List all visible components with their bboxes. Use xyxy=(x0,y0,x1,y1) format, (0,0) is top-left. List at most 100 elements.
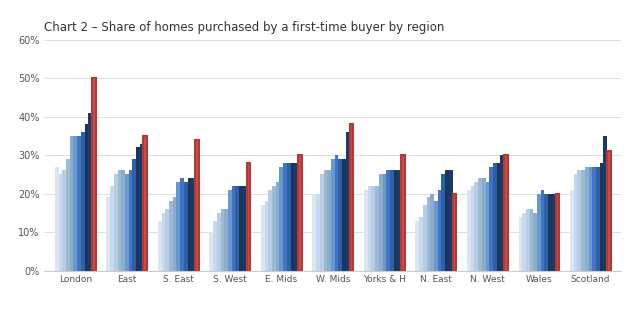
Bar xyxy=(453,194,456,271)
Bar xyxy=(427,197,430,271)
Bar xyxy=(372,186,375,271)
Bar xyxy=(84,124,88,271)
Bar xyxy=(342,159,346,271)
Bar xyxy=(346,132,349,271)
Bar xyxy=(320,174,323,271)
Bar xyxy=(110,186,114,271)
Bar xyxy=(339,159,342,271)
Bar xyxy=(209,232,213,271)
Bar xyxy=(522,213,526,271)
Bar xyxy=(228,190,231,271)
Bar xyxy=(423,205,427,271)
Bar xyxy=(588,167,592,271)
Bar xyxy=(378,174,382,271)
Bar xyxy=(231,186,235,271)
Bar xyxy=(604,136,607,271)
Bar xyxy=(139,144,143,271)
Bar xyxy=(88,113,92,271)
Bar xyxy=(331,159,335,271)
Bar xyxy=(290,163,294,271)
Bar xyxy=(529,209,533,271)
Bar xyxy=(581,171,585,271)
Bar xyxy=(327,171,331,271)
Bar xyxy=(316,194,320,271)
Bar xyxy=(217,213,221,271)
Bar xyxy=(235,186,239,271)
Bar xyxy=(415,220,419,271)
Bar xyxy=(280,167,283,271)
Bar xyxy=(349,124,353,271)
Bar xyxy=(136,148,139,271)
Bar xyxy=(58,174,62,271)
Bar xyxy=(261,205,264,271)
Bar xyxy=(607,151,611,271)
Bar xyxy=(600,163,604,271)
Bar xyxy=(545,194,548,271)
Bar xyxy=(165,209,169,271)
Bar xyxy=(268,190,272,271)
Bar xyxy=(121,171,125,271)
Bar xyxy=(434,201,437,271)
Bar xyxy=(158,220,162,271)
Bar xyxy=(287,163,290,271)
Bar xyxy=(264,201,268,271)
Bar xyxy=(441,174,445,271)
Bar xyxy=(570,190,574,271)
Bar xyxy=(247,163,250,271)
Bar xyxy=(213,220,217,271)
Bar xyxy=(239,186,243,271)
Bar xyxy=(117,171,121,271)
Text: Chart 2 – Share of homes purchased by a first-time buyer by region: Chart 2 – Share of homes purchased by a … xyxy=(44,21,445,34)
Bar xyxy=(66,159,70,271)
Bar xyxy=(496,163,500,271)
Bar xyxy=(548,194,552,271)
Bar xyxy=(489,167,493,271)
Bar xyxy=(62,171,66,271)
Bar xyxy=(184,182,188,271)
Bar xyxy=(445,171,449,271)
Bar xyxy=(221,209,224,271)
Bar xyxy=(107,197,110,271)
Bar xyxy=(368,186,372,271)
Bar xyxy=(585,167,588,271)
Bar xyxy=(394,171,398,271)
Bar xyxy=(55,167,58,271)
Bar xyxy=(92,78,96,271)
Bar xyxy=(313,194,316,271)
Bar xyxy=(467,190,470,271)
Bar xyxy=(574,174,578,271)
Bar xyxy=(176,182,180,271)
Bar xyxy=(478,178,482,271)
Bar xyxy=(283,163,287,271)
Bar xyxy=(552,194,555,271)
Bar xyxy=(382,174,386,271)
Bar xyxy=(474,182,478,271)
Bar xyxy=(323,171,327,271)
Bar xyxy=(276,182,280,271)
Bar xyxy=(195,140,198,271)
Bar xyxy=(272,186,276,271)
Bar xyxy=(482,178,486,271)
Bar xyxy=(133,159,136,271)
Bar xyxy=(486,182,489,271)
Bar xyxy=(70,136,74,271)
Bar xyxy=(500,155,504,271)
Bar xyxy=(390,171,394,271)
Bar xyxy=(364,190,368,271)
Bar xyxy=(188,178,191,271)
Bar xyxy=(519,217,522,271)
Bar xyxy=(162,213,165,271)
Bar xyxy=(335,155,339,271)
Bar xyxy=(493,163,496,271)
Bar xyxy=(504,155,508,271)
Bar xyxy=(243,186,247,271)
Bar xyxy=(224,209,228,271)
Bar xyxy=(298,155,302,271)
Bar xyxy=(437,190,441,271)
Bar xyxy=(401,155,404,271)
Bar xyxy=(180,178,184,271)
Bar xyxy=(430,194,434,271)
Bar xyxy=(541,190,545,271)
Bar xyxy=(555,194,559,271)
Bar xyxy=(294,163,298,271)
